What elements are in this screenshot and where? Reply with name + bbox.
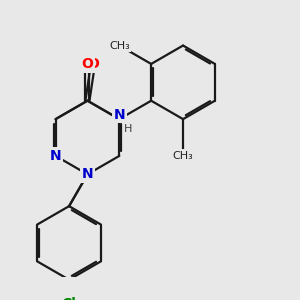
Text: O: O — [82, 57, 93, 71]
Text: CH₃: CH₃ — [109, 40, 130, 50]
Text: CH₃: CH₃ — [173, 151, 194, 161]
Text: N: N — [50, 149, 62, 163]
Text: N: N — [82, 167, 93, 181]
Text: Cl: Cl — [61, 297, 76, 300]
Text: O: O — [87, 57, 99, 71]
Text: N: N — [113, 108, 125, 122]
Text: H: H — [124, 124, 133, 134]
